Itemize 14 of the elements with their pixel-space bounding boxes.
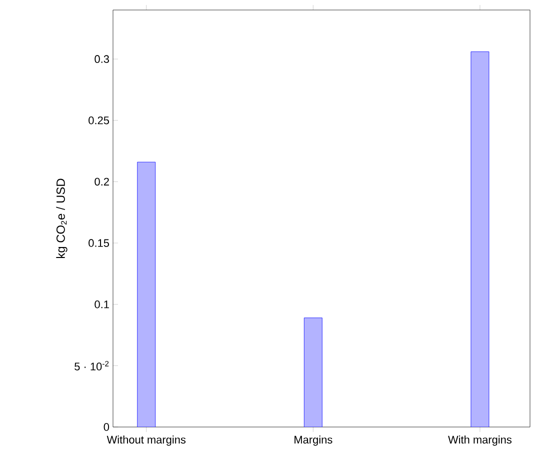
bar [470,51,490,427]
y-axis-title: kg CO$_{2}$e / USD [56,178,68,258]
x-tick-label: Without margins [106,436,186,446]
y-tick-label: 0.15 [88,239,110,247]
bar [137,162,156,427]
y-tick-label: 0.1 [94,300,109,308]
y-tick-label: 0 [104,423,110,431]
y-tick-label: 0.2 [94,178,109,186]
y-tick-label: 0.25 [88,116,110,124]
y-tick-label: 5 · 10$^{-2}$ [74,360,109,370]
x-tick-label: Margins [294,436,332,446]
bar [304,318,322,427]
x-tick-label: With margins [448,436,512,446]
y-tick-label: 0.3 [94,55,109,63]
